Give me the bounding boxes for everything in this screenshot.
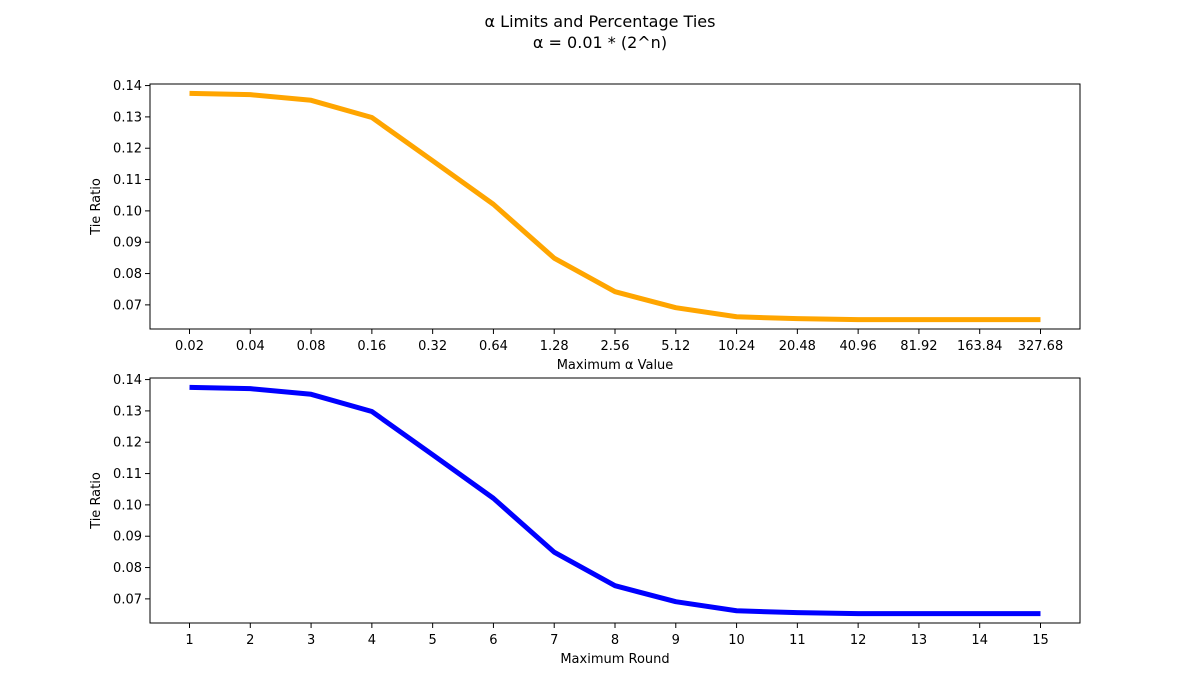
chart-top-xtick-label-7: 2.56 bbox=[601, 339, 630, 354]
chart-bottom-ytick-label-6: 0.13 bbox=[113, 404, 142, 419]
chart-top-xtick-label-0: 0.02 bbox=[175, 339, 204, 354]
chart-bottom-ytick-label-0: 0.07 bbox=[113, 592, 142, 607]
chart-top-xtick-label-5: 0.64 bbox=[479, 339, 508, 354]
chart-top-xtick-label-12: 81.92 bbox=[900, 339, 937, 354]
chart-top-ytick-label-2: 0.09 bbox=[113, 236, 142, 251]
chart-top-xtick-label-13: 163.84 bbox=[957, 339, 1003, 354]
chart-top-ytick-label-3: 0.10 bbox=[113, 204, 142, 219]
chart-bottom-ytick-label-7: 0.14 bbox=[113, 373, 142, 388]
chart-top-xtick-label-1: 0.04 bbox=[236, 339, 265, 354]
chart-top-xtick-label-6: 1.28 bbox=[540, 339, 569, 354]
chart-top-xtick-label-2: 0.08 bbox=[297, 339, 326, 354]
chart-bottom-xtick-label-14: 15 bbox=[1032, 633, 1049, 648]
chart-bottom-xtick-label-8: 9 bbox=[672, 633, 680, 648]
chart-top-ytick-label-0: 0.07 bbox=[113, 298, 142, 313]
chart-top-ytick-label-5: 0.12 bbox=[113, 142, 142, 157]
chart-top-xtick-label-14: 327.68 bbox=[1018, 339, 1064, 354]
chart-top-xlabel: Maximum α Value bbox=[557, 358, 674, 373]
chart-bottom-ytick-label-3: 0.10 bbox=[113, 498, 142, 513]
chart-top-group: 0.02 0.04 0.08 0.16 0.32 0.64 1.28 2.56 5.12 10.2… bbox=[89, 79, 1081, 373]
chart-bottom-ytick-label-2: 0.09 bbox=[113, 530, 142, 545]
chart-bottom-xtick-label-0: 1 bbox=[185, 633, 193, 648]
figure-subtitle: α = 0.01 * (2^n) bbox=[533, 33, 667, 52]
figure-title: α Limits and Percentage Ties bbox=[485, 12, 716, 31]
chart-bottom-xtick-label-12: 13 bbox=[911, 633, 928, 648]
chart-top-ytick-label-6: 0.13 bbox=[113, 110, 142, 125]
chart-top-ylabel: Tie Ratio bbox=[89, 178, 104, 236]
chart-bottom-ytick-label-5: 0.12 bbox=[113, 436, 142, 451]
chart-bottom-xtick-label-5: 6 bbox=[489, 633, 497, 648]
chart-bottom-xtick-label-7: 8 bbox=[611, 633, 619, 648]
chart-bottom-xtick-label-3: 4 bbox=[368, 633, 376, 648]
chart-top-series-line-0 bbox=[189, 90, 1041, 323]
chart-bottom-xtick-label-9: 10 bbox=[728, 633, 745, 648]
chart-bottom-ytick-label-4: 0.11 bbox=[113, 467, 142, 482]
chart-top-xtick-label-11: 40.96 bbox=[840, 339, 877, 354]
chart-bottom-series-line-0 bbox=[189, 384, 1041, 617]
chart-bottom-xtick-label-10: 11 bbox=[789, 633, 806, 648]
chart-bottom-xlabel: Maximum Round bbox=[560, 652, 669, 667]
chart-top-ytick-label-4: 0.11 bbox=[113, 173, 142, 188]
chart-bottom-xtick-label-1: 2 bbox=[246, 633, 254, 648]
chart-top-xtick-label-8: 5.12 bbox=[661, 339, 690, 354]
chart-top-ytick-label-1: 0.08 bbox=[113, 267, 142, 282]
chart-bottom-xtick-label-11: 12 bbox=[850, 633, 867, 648]
chart-bottom-ylabel: Tie Ratio bbox=[89, 472, 104, 530]
chart-top-xtick-label-9: 10.24 bbox=[718, 339, 755, 354]
chart-top-xtick-label-3: 0.16 bbox=[357, 339, 386, 354]
chart-bottom-xtick-label-2: 3 bbox=[307, 633, 315, 648]
chart-top-ytick-label-7: 0.14 bbox=[113, 79, 142, 94]
chart-top-xtick-label-10: 20.48 bbox=[779, 339, 816, 354]
chart-bottom-xtick-label-13: 14 bbox=[971, 633, 988, 648]
chart-bottom-group: 1 2 3 4 5 6 7 8 9 10 11 12 13 14 150.070.080.090.100.1… bbox=[89, 373, 1081, 667]
chart-bottom-xtick-label-4: 5 bbox=[429, 633, 437, 648]
chart-bottom-xtick-label-6: 7 bbox=[550, 633, 558, 648]
chart-bottom-ytick-label-1: 0.08 bbox=[113, 561, 142, 576]
chart-top-xtick-label-4: 0.32 bbox=[418, 339, 447, 354]
